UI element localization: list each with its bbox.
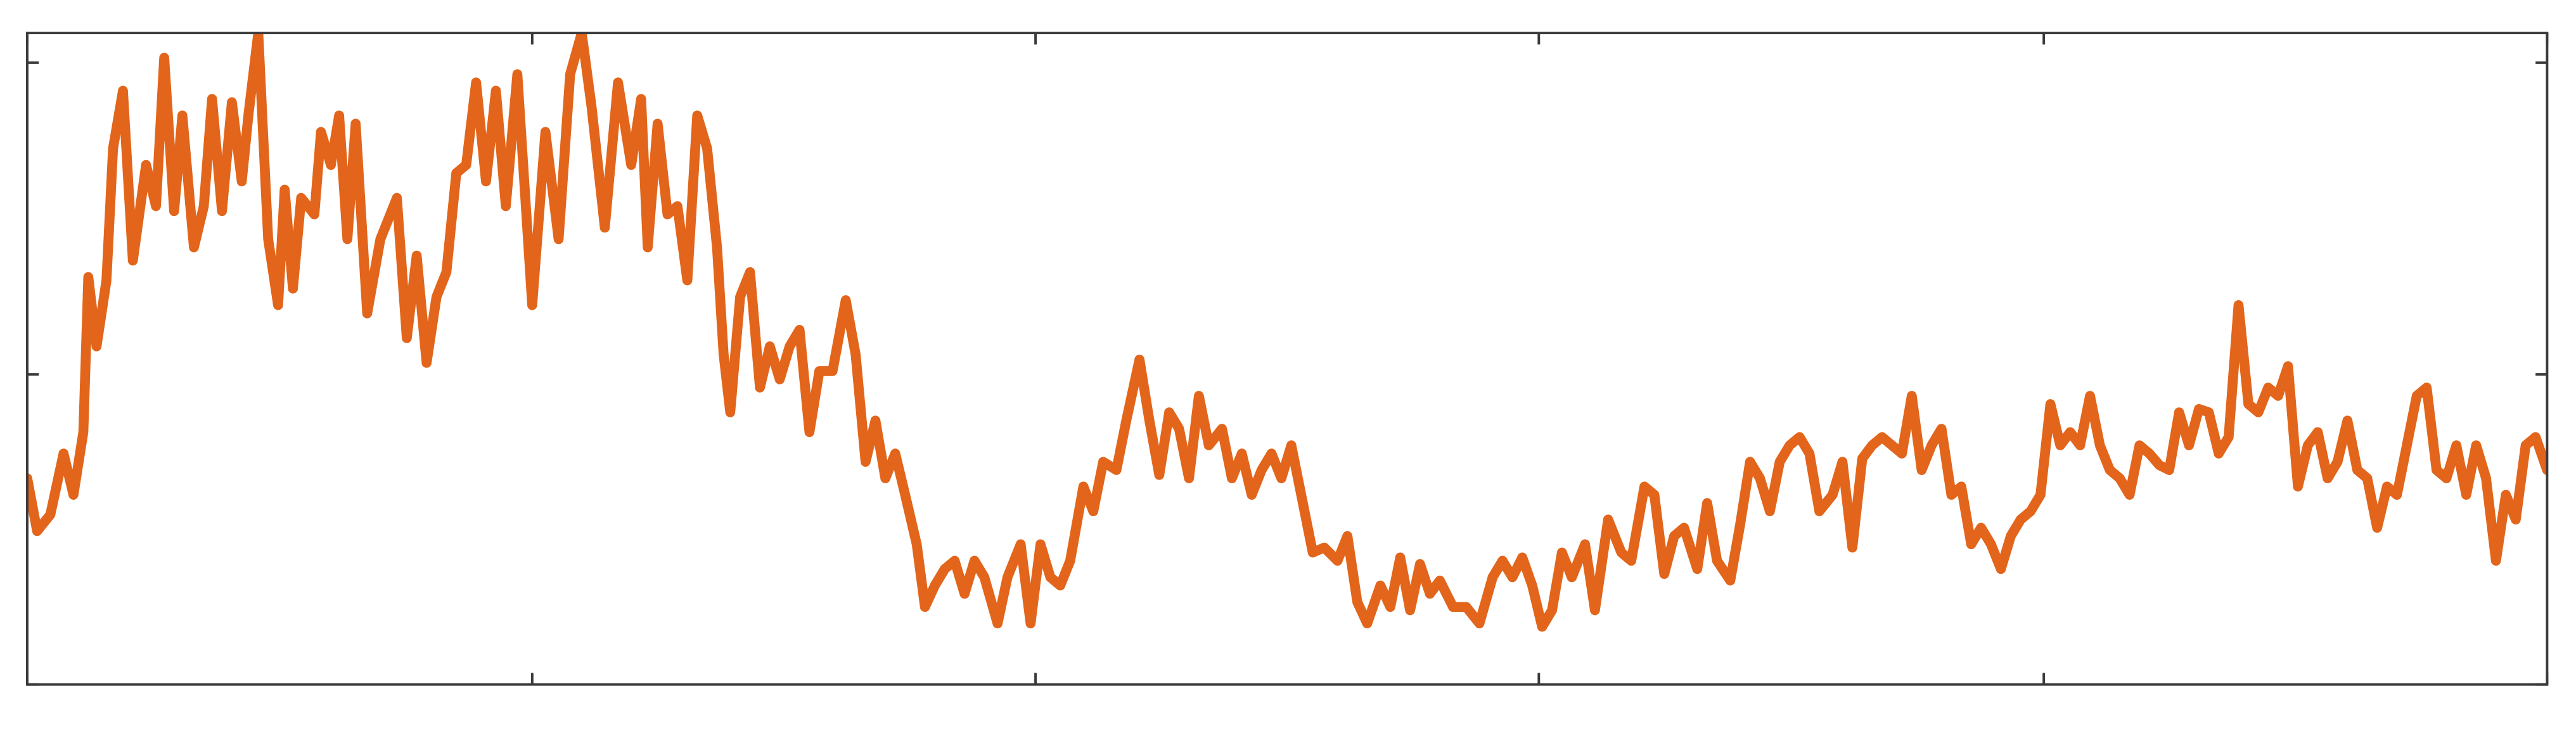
plot-area [27,33,2547,632]
data-line [27,33,2547,632]
axes-frame [26,32,2549,686]
